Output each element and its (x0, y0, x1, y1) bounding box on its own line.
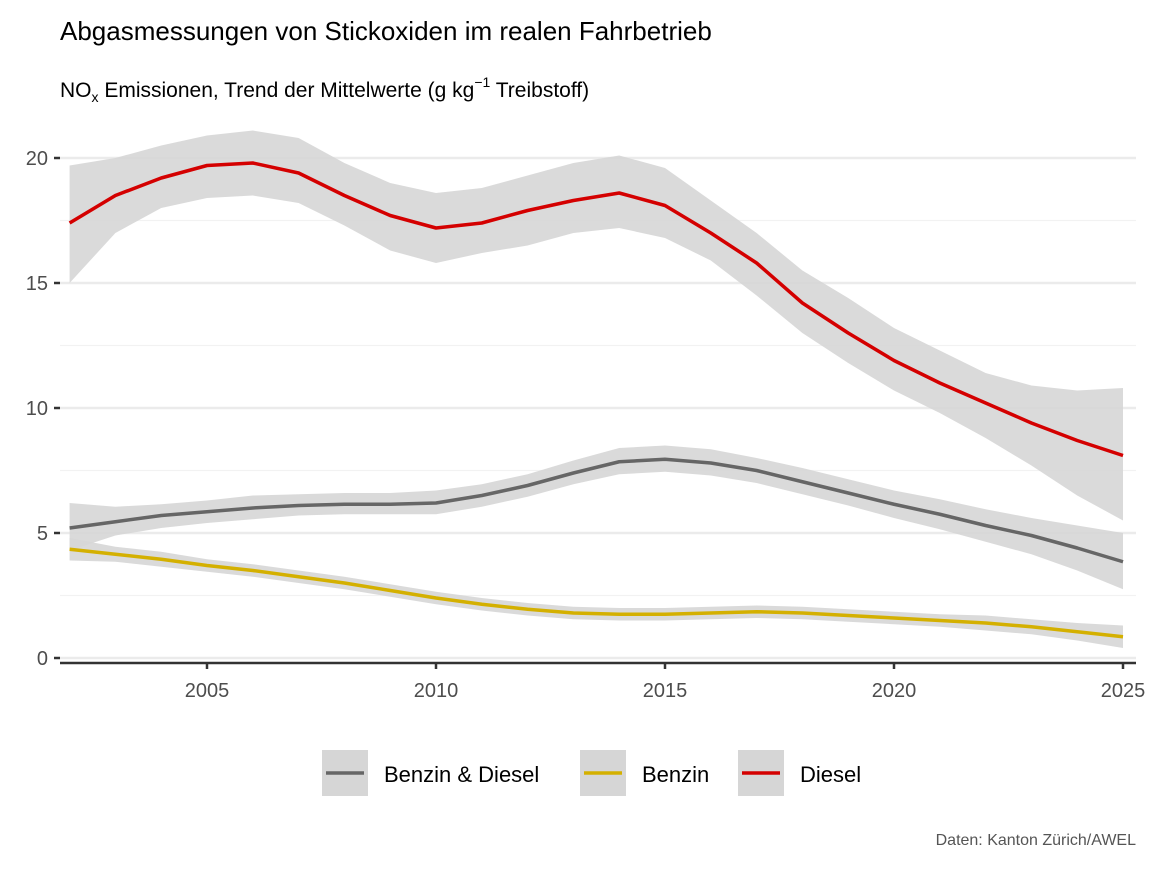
x-tick-label: 2015 (643, 680, 688, 702)
x-tick-label: 2005 (185, 680, 230, 702)
y-tick-label: 5 (37, 523, 48, 545)
series-line (69, 457, 1124, 564)
series-line (69, 547, 1124, 639)
confidence-band (69, 538, 1124, 648)
chart-caption: Daten: Kanton Zürich/AWEL (936, 832, 1136, 849)
legend-label: Benzin (642, 762, 709, 787)
legend-label: Benzin & Diesel (384, 762, 539, 787)
y-tick-label: 20 (26, 148, 48, 170)
x-tick-label: 2025 (1101, 680, 1146, 702)
x-tick-label: 2010 (414, 680, 459, 702)
legend-label: Diesel (800, 762, 861, 787)
x-tick-label: 2020 (872, 680, 917, 702)
y-tick-label: 15 (26, 273, 48, 295)
y-tick-label: 10 (26, 398, 48, 420)
y-tick-label: 0 (37, 648, 48, 670)
series-line (68, 161, 1124, 458)
confidence-band (69, 130, 1124, 521)
chart-title: Abgasmessungen von Stickoxiden im realen… (60, 16, 712, 46)
chart-subtitle: NOx Emissionen, Trend der Mittelwerte (g… (60, 74, 589, 105)
confidence-band (69, 445, 1124, 590)
